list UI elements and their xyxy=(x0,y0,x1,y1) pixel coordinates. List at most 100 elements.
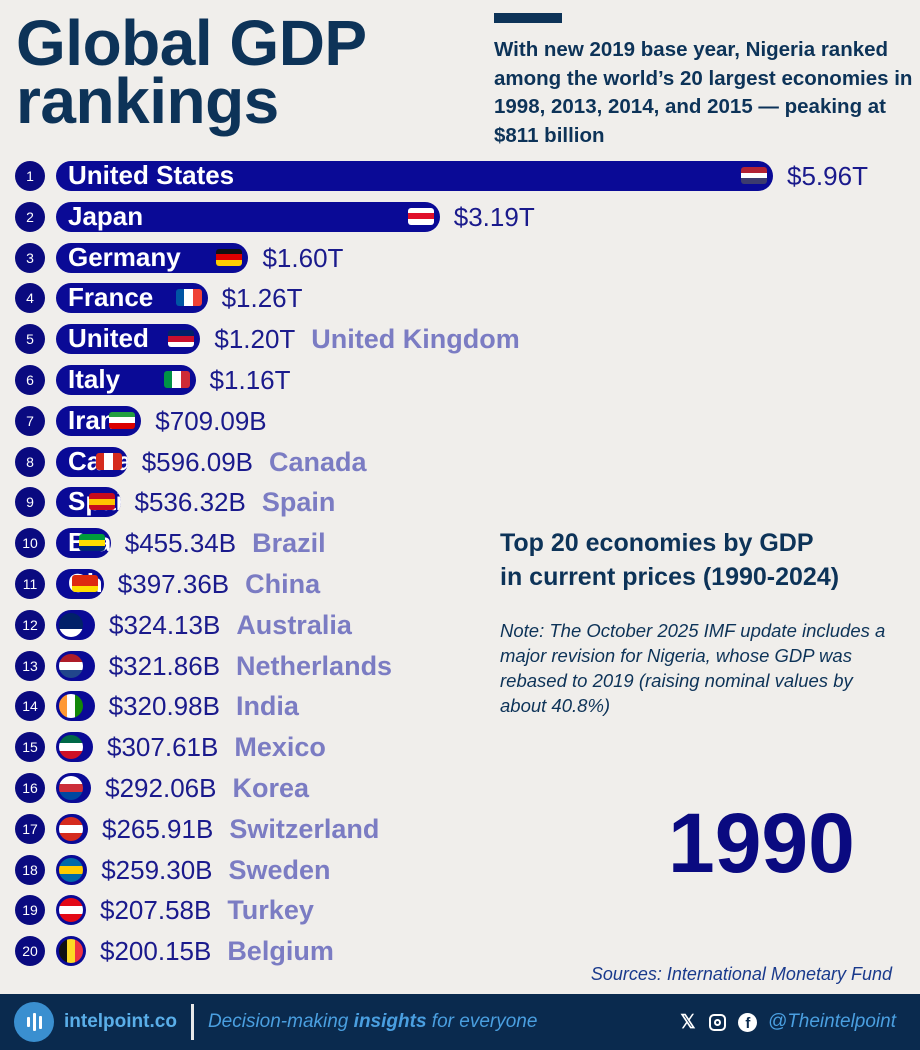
value-label: $265.91B xyxy=(101,813,214,844)
bar-row: 4 France $1.26T xyxy=(0,282,920,314)
country-label: China xyxy=(245,569,321,599)
bar-label: Iran xyxy=(68,405,116,435)
rank-badge: 5 xyxy=(15,324,45,355)
bar-row: 7 Iran $709.09B xyxy=(0,405,920,437)
flag-icon xyxy=(95,452,122,470)
bar-row: 2 Japan $3.19T xyxy=(0,201,920,233)
bar-row: 16 $292.06B Korea xyxy=(0,772,920,804)
rank-badge: 1 xyxy=(15,161,45,191)
rank-badge: 10 xyxy=(15,528,45,559)
instagram-icon[interactable] xyxy=(708,1012,728,1032)
rank-badge: 15 xyxy=(15,732,45,763)
bar: Iran xyxy=(56,405,142,436)
bar: France xyxy=(56,283,208,314)
sources: Sources: International Monetary Fund xyxy=(590,964,892,984)
bar: Japan xyxy=(56,201,440,232)
bar-row: 6 Italy $1.16T xyxy=(0,364,920,396)
bar-row: 10 Brazil $455.34B Brazil xyxy=(0,527,920,559)
bar-row: 19 $207.58B Turkey xyxy=(0,894,920,926)
bar-row: 17 $265.91B Switzerland xyxy=(0,813,920,845)
bar-label: France xyxy=(68,283,154,313)
bar-row: 1 United States $5.96T xyxy=(0,160,920,192)
country-label: Korea xyxy=(232,773,309,803)
tagline: Decision-making insights for everyone xyxy=(208,1011,537,1033)
flag-icon xyxy=(175,289,202,307)
value-label: $596.09B xyxy=(141,446,254,477)
bar: Germany xyxy=(56,242,249,273)
bar-row: 13 $321.86B Netherlands xyxy=(0,650,920,682)
value-label: $324.13B xyxy=(108,609,221,640)
bar-label: United States xyxy=(68,161,235,190)
bar-row: 18 $259.30B Sweden xyxy=(0,854,920,886)
country-label: India xyxy=(235,691,299,722)
rank-badge: 9 xyxy=(15,487,45,518)
flag-icon xyxy=(59,857,83,882)
flag-icon xyxy=(216,248,243,266)
bar-row: 5 United $1.20T United Kingdom xyxy=(0,323,920,355)
value-label: $321.86B xyxy=(108,650,221,681)
rank-badge: 3 xyxy=(15,242,45,273)
country-label: Australia xyxy=(236,609,352,640)
bar-label: Germany xyxy=(68,242,181,272)
x-icon[interactable]: 𝕏 xyxy=(680,1011,696,1033)
social-links: 𝕏 f @Theintelpoint xyxy=(678,994,896,1050)
value-label: $455.34B xyxy=(124,528,237,559)
tagline-post: for everyone xyxy=(426,1011,538,1032)
bar: United States xyxy=(56,161,773,191)
rank-badge: 12 xyxy=(15,609,45,640)
value-label: $1.20T xyxy=(214,324,296,355)
footer: intelpoint.co Decision-making insights f… xyxy=(0,994,920,1050)
value-label: $259.30B xyxy=(101,854,213,885)
logo-icon xyxy=(14,1002,54,1042)
flag-icon xyxy=(163,371,190,388)
flag-icon xyxy=(59,816,83,841)
bar-label: Italy xyxy=(68,365,121,394)
rank-badge: 7 xyxy=(15,405,45,436)
title-line-2: rankings xyxy=(16,65,279,137)
flag-icon xyxy=(741,167,767,184)
rank-badge: 4 xyxy=(15,283,45,314)
value-label: $307.61B xyxy=(107,732,219,763)
value-label: $397.36B xyxy=(117,569,230,599)
flag-icon xyxy=(78,534,105,552)
bar-chart: 1 United States $5.96T 2 Japan $3.19T 3 Germany… xyxy=(0,160,920,967)
country-label: Mexico xyxy=(234,732,326,763)
rank-badge: 19 xyxy=(15,895,45,926)
value-label: $1.16T xyxy=(209,365,291,395)
flag-icon xyxy=(407,207,434,225)
flag-icon xyxy=(59,694,83,719)
rank-badge: 6 xyxy=(15,365,45,395)
country-label: Spain xyxy=(261,487,336,518)
chart-heading-line-2: in current prices (1990-2024) xyxy=(500,563,840,591)
bar-row: 15 $307.61B Mexico xyxy=(0,731,920,763)
site-link[interactable]: intelpoint.co xyxy=(64,1011,177,1032)
country-label: Netherlands xyxy=(236,650,393,681)
facebook-icon[interactable]: f xyxy=(738,1012,758,1032)
flag-icon xyxy=(59,735,83,760)
note: Note: The October 2025 IMF update includ… xyxy=(500,620,886,716)
value-label: $292.06B xyxy=(105,773,217,803)
country-label: Switzerland xyxy=(229,813,380,844)
country-label: Canada xyxy=(269,446,367,477)
rank-badge: 20 xyxy=(15,936,45,967)
value-label: $1.26T xyxy=(221,283,303,314)
subtitle: With new 2019 base year, Nigeria ranked … xyxy=(494,38,913,147)
divider xyxy=(190,1004,194,1040)
rank-badge: 8 xyxy=(15,446,45,477)
page-title: Global GDP rankings xyxy=(16,11,367,137)
flag-icon xyxy=(168,330,195,348)
bar: Brazil xyxy=(56,528,111,559)
bar-label: United xyxy=(68,324,149,354)
flag-icon xyxy=(59,939,83,964)
flag-icon xyxy=(59,653,83,678)
value-label: $320.98B xyxy=(108,691,220,722)
rank-badge: 11 xyxy=(15,569,45,599)
country-label: Sweden xyxy=(228,854,331,885)
social-handle[interactable]: @Theintelpoint xyxy=(767,1011,896,1032)
accent-bar xyxy=(494,13,562,23)
value-label: $536.32B xyxy=(134,487,246,518)
value-label: $709.09B xyxy=(155,405,267,436)
